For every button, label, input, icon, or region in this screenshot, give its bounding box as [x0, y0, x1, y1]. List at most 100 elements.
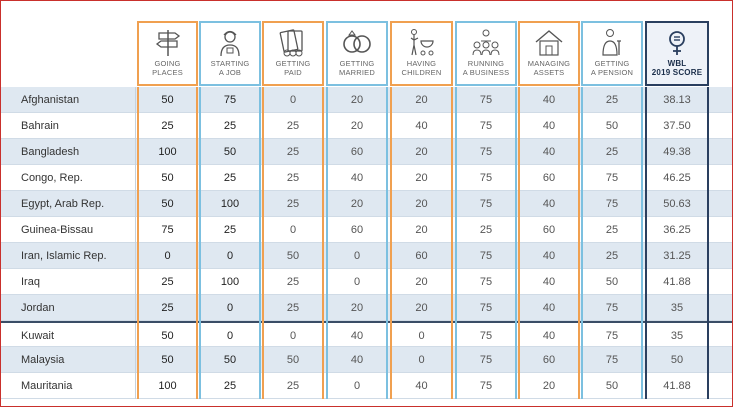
cell-getting-a-pension: 75 — [605, 330, 619, 342]
column-header-label: WBL 2019 SCORE — [651, 59, 703, 77]
cell-having-children: 20 — [415, 302, 428, 314]
cell-getting-a-pension: 25 — [605, 224, 619, 236]
cell-getting-paid: 50 — [286, 250, 300, 262]
column-header-label: STARTING A JOB — [210, 59, 250, 77]
cell-starting-a-job: 100 — [220, 198, 240, 210]
column-header-label: MANAGING ASSETS — [527, 59, 571, 77]
cell-starting-a-job: 50 — [223, 354, 237, 366]
cell-getting-a-pension: 50 — [605, 120, 619, 132]
country-name: Afghanistan — [21, 87, 136, 113]
cell-getting-married: 0 — [353, 250, 361, 262]
money-icon — [273, 27, 313, 57]
table-row: Guinea-Bissau 75 25 0 60 20 25 60 25 36.25 — [1, 217, 732, 243]
cell-getting-a-pension: 50 — [605, 380, 619, 392]
cell-getting-paid: 50 — [286, 354, 300, 366]
cell-managing-assets: 40 — [542, 94, 556, 106]
column-divider — [707, 87, 709, 399]
cell-running-a-business: 75 — [479, 120, 493, 132]
cell-getting-a-pension: 25 — [605, 250, 619, 262]
cell-going-places: 50 — [161, 94, 174, 106]
cell-getting-a-pension: 50 — [605, 276, 619, 288]
cell-going-places: 50 — [161, 354, 174, 366]
country-name: Mauritania — [21, 373, 136, 399]
cell-getting-paid: 25 — [286, 276, 300, 288]
cell-going-places: 50 — [161, 330, 174, 342]
column-divider — [390, 87, 392, 399]
column-divider — [262, 87, 264, 399]
cell-starting-a-job: 25 — [223, 224, 237, 236]
cell-managing-assets: 20 — [542, 380, 556, 392]
cell-going-places: 100 — [158, 146, 177, 158]
country-name: Guinea-Bissau — [21, 217, 136, 243]
cell-having-children: 20 — [415, 224, 428, 236]
column-header-starting-a-job: STARTING A JOB — [199, 21, 261, 86]
cell-having-children: 20 — [415, 94, 428, 106]
column-header-label: GOING PLACES — [152, 59, 183, 77]
cell-starting-a-job: 25 — [223, 380, 237, 392]
column-header-label: RUNNING A BUSINESS — [462, 59, 510, 77]
cell-having-children: 20 — [415, 172, 428, 184]
cell-managing-assets: 40 — [542, 120, 556, 132]
cell-getting-married: 20 — [350, 198, 364, 210]
cell-managing-assets: 40 — [542, 250, 556, 262]
table-header: GOING PLACES STARTING A JOB GETTING PAID GE… — [1, 1, 732, 87]
cell-running-a-business: 25 — [479, 224, 493, 236]
cell-getting-married: 0 — [353, 380, 361, 392]
column-divider — [641, 87, 643, 399]
column-header-label: HAVING CHILDREN — [401, 59, 442, 77]
column-divider — [326, 87, 328, 399]
cell-going-places: 25 — [161, 276, 174, 288]
country-name: Egypt, Arab Rep. — [21, 191, 136, 217]
cell-going-places: 0 — [164, 250, 171, 262]
cell-starting-a-job: 50 — [223, 146, 237, 158]
cell-wbl-score: 31.25 — [663, 250, 691, 262]
cell-having-children: 0 — [418, 354, 425, 366]
cell-starting-a-job: 0 — [226, 302, 234, 314]
cell-getting-married: 0 — [353, 276, 361, 288]
cell-getting-married: 40 — [350, 330, 364, 342]
cell-wbl-score: 35 — [670, 330, 684, 342]
cell-running-a-business: 75 — [479, 198, 493, 210]
cell-wbl-score: 50 — [670, 354, 684, 366]
cell-wbl-score: 50.63 — [663, 198, 691, 210]
cell-going-places: 25 — [161, 120, 174, 132]
cell-getting-paid: 25 — [286, 120, 300, 132]
cell-getting-married: 60 — [350, 146, 364, 158]
column-divider — [199, 87, 201, 399]
column-header-getting-married: GETTING MARRIED — [326, 21, 388, 86]
cell-having-children: 20 — [415, 276, 428, 288]
country-name: Malaysia — [21, 347, 136, 373]
column-divider — [581, 87, 583, 399]
cell-getting-married: 40 — [350, 354, 364, 366]
cell-running-a-business: 75 — [479, 330, 493, 342]
cell-managing-assets: 60 — [542, 354, 556, 366]
cell-starting-a-job: 25 — [223, 120, 237, 132]
cell-getting-married: 20 — [350, 94, 364, 106]
cell-running-a-business: 75 — [479, 354, 493, 366]
cell-wbl-score: 35 — [670, 302, 684, 314]
cell-wbl-score: 41.88 — [663, 276, 691, 288]
column-header-managing-assets: MANAGING ASSETS — [518, 21, 580, 86]
cell-getting-a-pension: 75 — [605, 172, 619, 184]
elderly-icon — [592, 27, 632, 57]
cell-getting-paid: 25 — [286, 198, 300, 210]
cell-running-a-business: 75 — [479, 94, 493, 106]
table-row: Afghanistan 50 75 0 20 20 75 40 25 38.13 — [1, 87, 732, 113]
house-icon — [529, 27, 569, 57]
table-row: Congo, Rep. 50 25 25 40 20 75 60 75 46.25 — [1, 165, 732, 191]
table-row: Bangladesh 100 50 25 60 20 75 40 25 49.38 — [1, 139, 732, 165]
cell-having-children: 20 — [415, 146, 428, 158]
cell-wbl-score: 36.25 — [663, 224, 691, 236]
table-body: Afghanistan 50 75 0 20 20 75 40 25 38.13 Bahrain 25… — [1, 87, 732, 399]
cell-running-a-business: 75 — [479, 276, 493, 288]
worker-icon — [210, 27, 250, 57]
country-name: Kuwait — [21, 323, 136, 349]
column-divider — [515, 87, 517, 399]
country-name: Bahrain — [21, 113, 136, 139]
cell-starting-a-job: 100 — [220, 276, 240, 288]
table-row: Jordan 25 0 25 20 20 75 40 75 35 — [1, 295, 732, 321]
column-divider — [259, 87, 261, 399]
cell-wbl-score: 38.13 — [663, 94, 691, 106]
rings-icon — [337, 27, 377, 57]
